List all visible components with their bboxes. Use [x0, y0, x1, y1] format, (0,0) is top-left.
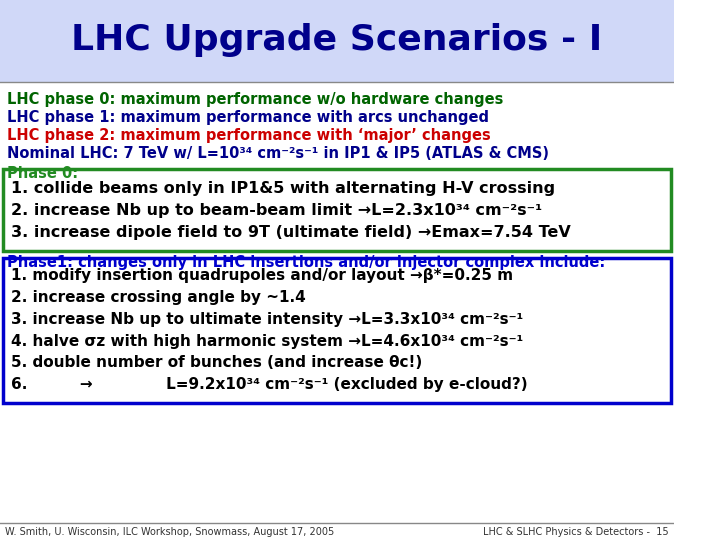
Bar	[0, 0, 22, 80]
FancyBboxPatch shape	[3, 169, 671, 251]
Bar	[516, 0, 539, 80]
Text: LHC & SLHC Physics & Detectors -  15: LHC & SLHC Physics & Detectors - 15	[483, 527, 669, 537]
FancyBboxPatch shape	[3, 258, 671, 403]
Text: 3. increase Nb up to ultimate intensity →L=3.3x10³⁴ cm⁻²s⁻¹: 3. increase Nb up to ultimate intensity …	[12, 312, 523, 327]
Text: 1. modify insertion quadrupoles and/or layout →β*=0.25 m: 1. modify insertion quadrupoles and/or l…	[12, 268, 513, 282]
Bar	[359, 0, 382, 80]
Bar	[584, 0, 606, 80]
Bar	[269, 0, 292, 80]
Text: 2. increase Nb up to beam-beam limit →L=2.3x10³⁴ cm⁻²s⁻¹: 2. increase Nb up to beam-beam limit →L=…	[12, 202, 542, 218]
Bar	[629, 0, 651, 80]
Bar	[382, 0, 404, 80]
Bar	[22, 0, 45, 80]
Text: LHC phase 0: maximum performance w/o hardware changes: LHC phase 0: maximum performance w/o har…	[7, 92, 504, 107]
Bar	[562, 0, 584, 80]
Bar	[179, 0, 202, 80]
Bar	[337, 0, 359, 80]
Text: Phase1: changes only in LHC insertions and/or injector complex include:: Phase1: changes only in LHC insertions a…	[7, 255, 606, 269]
Bar	[651, 0, 673, 80]
Bar	[449, 0, 472, 80]
Bar	[157, 0, 179, 80]
Text: Nominal LHC: 7 TeV w/ L=10³⁴ cm⁻²s⁻¹ in IP1 & IP5 (ATLAS & CMS): Nominal LHC: 7 TeV w/ L=10³⁴ cm⁻²s⁻¹ in …	[7, 146, 549, 161]
Text: 5. double number of bunches (and increase θc!): 5. double number of bunches (and increas…	[12, 355, 423, 370]
Bar	[225, 0, 247, 80]
Bar	[315, 0, 337, 80]
Text: 4. halve σz with high harmonic system →L=4.6x10³⁴ cm⁻²s⁻¹: 4. halve σz with high harmonic system →L…	[12, 334, 523, 348]
Bar	[404, 0, 426, 80]
Text: 1. collide beams only in IP1&5 with alternating H-V crossing: 1. collide beams only in IP1&5 with alte…	[12, 181, 555, 195]
Text: 3. increase dipole field to 9T (ultimate field) →Emax=7.54 TeV: 3. increase dipole field to 9T (ultimate…	[12, 225, 571, 240]
Text: 6.          →              L=9.2x10³⁴ cm⁻²s⁻¹ (excluded by e-cloud?): 6. → L=9.2x10³⁴ cm⁻²s⁻¹ (excluded by e-c…	[12, 377, 528, 393]
Bar	[112, 0, 135, 80]
Text: LHC phase 2: maximum performance with ‘major’ changes: LHC phase 2: maximum performance with ‘m…	[7, 128, 491, 143]
Text: 2. increase crossing angle by ~1.4: 2. increase crossing angle by ~1.4	[12, 289, 306, 305]
Bar	[68, 0, 90, 80]
Text: LHC phase 1: maximum performance with arcs unchanged: LHC phase 1: maximum performance with ar…	[7, 110, 490, 125]
Bar	[202, 0, 225, 80]
Text: W. Smith, U. Wisconsin, ILC Workshop, Snowmass, August 17, 2005: W. Smith, U. Wisconsin, ILC Workshop, Sn…	[4, 527, 334, 537]
Bar	[494, 0, 516, 80]
Bar	[45, 0, 68, 80]
Bar	[135, 0, 157, 80]
Text: LHC Upgrade Scenarios - I: LHC Upgrade Scenarios - I	[71, 23, 603, 57]
Bar	[247, 0, 269, 80]
Bar	[90, 0, 112, 80]
Bar	[472, 0, 494, 80]
Bar	[539, 0, 562, 80]
Bar	[292, 0, 315, 80]
Bar	[426, 0, 449, 80]
Text: Phase 0:: Phase 0:	[7, 166, 78, 181]
Bar	[0, 0, 673, 82]
Bar	[606, 0, 629, 80]
FancyBboxPatch shape	[0, 0, 673, 80]
